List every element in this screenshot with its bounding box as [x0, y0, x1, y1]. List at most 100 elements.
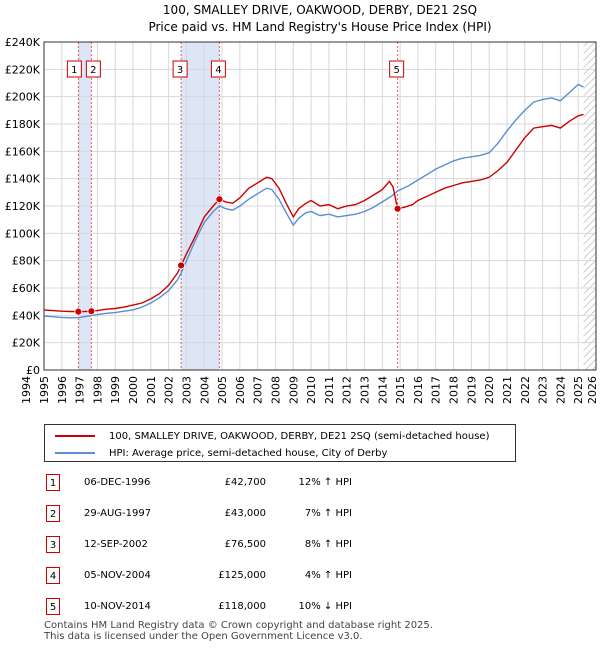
- y-tick-label: £160K: [5, 145, 41, 158]
- sale-hpi-change: 12% ↑ HPI: [298, 477, 352, 488]
- sale-price: £43,000: [224, 508, 266, 519]
- legend-label-hpi: HPI: Average price, semi-detached house,…: [109, 447, 388, 459]
- y-tick-label: £200K: [5, 91, 41, 104]
- x-tick-label: 2004: [198, 376, 211, 404]
- sale-badge-marker: 3: [172, 60, 188, 78]
- sale-date: 10-NOV-2014: [84, 601, 151, 612]
- x-tick-label: 1999: [109, 376, 122, 404]
- sale-badges: 1 2 3 4 5: [66, 60, 405, 78]
- y-tick-label: £100K: [5, 227, 41, 240]
- x-tick-label: 2009: [287, 376, 300, 404]
- sale-date: 12-SEP-2002: [84, 539, 148, 550]
- chart-subtitle: Price paid vs. HM Land Registry's House …: [148, 20, 491, 34]
- legend-label-property: 100, SMALLEY DRIVE, OAKWOOD, DERBY, DE21…: [109, 430, 490, 442]
- x-tick-label: 1997: [74, 376, 87, 404]
- sale-badge-marker: 5: [389, 60, 405, 78]
- x-tick-label: 2014: [376, 376, 389, 404]
- y-tick-label: £180K: [5, 118, 41, 131]
- sale-badge-box: [172, 60, 188, 78]
- sale-row: 5 10-NOV-2014 £118,000 10% ↓ HPI: [40, 598, 370, 618]
- x-tick-label: 2026: [586, 376, 599, 404]
- x-tick-label: 2003: [180, 376, 193, 404]
- sale-badge-box: [210, 60, 226, 78]
- sale-price: £118,000: [218, 601, 266, 612]
- sale-badge-box: [389, 60, 405, 78]
- y-tick-label: £120K: [5, 200, 41, 213]
- sale-date: 05-NOV-2004: [84, 570, 151, 581]
- legend-item-hpi: HPI: Average price, semi-detached house,…: [45, 444, 387, 462]
- sale-badge: 5: [46, 598, 60, 615]
- x-tick-label: 2022: [519, 376, 532, 404]
- x-tick-label: 2008: [269, 376, 282, 404]
- sale-points: [74, 195, 402, 316]
- sale-row: 4 05-NOV-2004 £125,000 4% ↑ HPI: [40, 567, 370, 587]
- sale-hpi-change: 4% ↑ HPI: [304, 570, 352, 581]
- y-tick-label: £0: [26, 364, 40, 377]
- legend-item-property: 100, SMALLEY DRIVE, OAKWOOD, DERBY, DE21…: [45, 427, 490, 445]
- y-tick-label: £40K: [12, 309, 41, 322]
- hpi-line: [43, 83, 584, 319]
- sale-row: 2 29-AUG-1997 £43,000 7% ↑ HPI: [40, 505, 370, 525]
- sale-date: 06-DEC-1996: [84, 477, 151, 488]
- grid-lines: [43, 41, 597, 371]
- chart-legend: 100, SMALLEY DRIVE, OAKWOOD, DERBY, DE21…: [44, 424, 516, 462]
- sale-badge: 1: [46, 474, 60, 491]
- sale-badge-box: [66, 60, 82, 78]
- sale-price: £42,700: [224, 477, 266, 488]
- series-lines: [43, 83, 584, 319]
- sale-point: [215, 195, 224, 204]
- sale-hpi-change: 8% ↑ HPI: [304, 539, 352, 550]
- sale-badge: 4: [46, 567, 60, 584]
- x-tick-label: 2002: [163, 376, 176, 404]
- footer-attribution: Contains HM Land Registry data © Crown c…: [44, 620, 433, 642]
- x-tick-label: 2011: [323, 376, 336, 404]
- sale-price: £125,000: [218, 570, 266, 581]
- x-tick-label: 2012: [341, 376, 354, 404]
- sale-badge-marker: 4: [210, 60, 226, 78]
- x-tick-label: 2013: [359, 376, 372, 404]
- sale-price: £76,500: [224, 539, 266, 550]
- sale-badge: 3: [46, 536, 60, 553]
- x-tick-label: 2021: [501, 376, 514, 404]
- price-chart: 100, SMALLEY DRIVE, OAKWOOD, DERBY, DE21…: [5, 3, 599, 404]
- x-tick-label: 2015: [394, 376, 407, 404]
- legend-swatch-hpi: [55, 452, 95, 454]
- x-axis-tick-labels: 1994 1995 1996 1997 1998 1999 2000 2001 2002 2003…: [20, 376, 599, 404]
- sale-badge-label: 3: [177, 65, 183, 76]
- sale-row: 1 06-DEC-1996 £42,700 12% ↑ HPI: [40, 474, 370, 494]
- sale-badge-label: 1: [71, 65, 77, 76]
- sale-badge: 2: [46, 505, 60, 522]
- sale-hpi-change: 10% ↓ HPI: [298, 601, 352, 612]
- y-tick-label: £80K: [12, 255, 41, 268]
- x-tick-label: 2019: [465, 376, 478, 404]
- x-tick-label: 1995: [38, 376, 51, 404]
- sale-badge-marker: 2: [85, 60, 101, 78]
- footer-copyright: Contains HM Land Registry data © Crown c…: [44, 620, 433, 631]
- sale-date: 29-AUG-1997: [84, 508, 152, 519]
- property-price-line: [43, 113, 584, 313]
- sale-hpi-change: 7% ↑ HPI: [304, 508, 352, 519]
- legend-swatch-property: [55, 435, 95, 437]
- plot-frame: [43, 41, 597, 371]
- sale-point: [74, 307, 83, 316]
- x-tick-label: 1998: [91, 376, 104, 404]
- x-tick-label: 1996: [56, 376, 69, 404]
- y-tick-label: £60K: [12, 282, 41, 295]
- x-tick-label: 2020: [483, 376, 496, 404]
- sale-badge-label: 2: [90, 65, 96, 76]
- chart-title: 100, SMALLEY DRIVE, OAKWOOD, DERBY, DE21…: [163, 3, 477, 17]
- sale-row: 3 12-SEP-2002 £76,500 8% ↑ HPI: [40, 536, 370, 556]
- sale-badge-box: [85, 60, 101, 78]
- x-tick-label: 2000: [127, 376, 140, 404]
- x-tick-label: 2016: [412, 376, 425, 404]
- y-tick-label: £140K: [5, 173, 41, 186]
- y-tick-label: £240K: [5, 36, 41, 49]
- sale-badge-label: 4: [215, 65, 221, 76]
- y-axis-tick-labels: £0 £20K £40K £60K £80K £100K £120K £140K £160K £1…: [5, 36, 41, 377]
- x-tick-label: 2006: [234, 376, 247, 404]
- sale-point: [177, 261, 186, 270]
- x-tick-label: 2017: [430, 376, 443, 404]
- x-tick-label: 2010: [305, 376, 318, 404]
- y-tick-label: £20K: [12, 337, 41, 350]
- x-tick-label: 1994: [20, 376, 33, 404]
